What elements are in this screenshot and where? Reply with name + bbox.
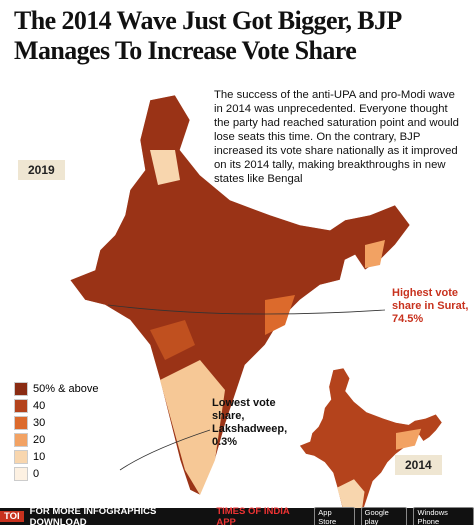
badge[interactable]: App Store: [314, 506, 355, 525]
legend: 50% & above 40 30 20 10 0: [14, 380, 98, 482]
intro-text: The success of the anti-UPA and pro-Modi…: [214, 89, 459, 185]
legend-label: 30: [33, 416, 46, 429]
map-label: 2014: [395, 455, 442, 475]
map-2014: [299, 367, 443, 525]
legend-label: 0: [33, 467, 40, 480]
annotation: Lowest vote share, Lakshadweep, 0.3%: [212, 397, 288, 448]
legend-label: 20: [33, 433, 46, 446]
legend-item: 20: [14, 431, 98, 448]
legend-item: 30: [14, 414, 98, 431]
map-2019: [69, 94, 411, 496]
region: [365, 240, 385, 268]
brand: TOI: [0, 511, 24, 522]
badge[interactable]: Windows Phone: [413, 506, 474, 525]
region: [150, 320, 195, 360]
legend-label: 40: [33, 399, 46, 412]
legend-swatch: [14, 381, 28, 396]
title-line: The 2014 Wave Just Got Bigger, BJP: [14, 6, 402, 35]
badge[interactable]: Google play: [360, 506, 408, 525]
legend-item: 40: [14, 397, 98, 414]
region: [160, 360, 225, 495]
legend-swatch: [14, 398, 28, 413]
footer: TOI FOR MORE INFOGRAPHICS DOWNLOAD TIMES…: [0, 505, 474, 525]
footer-text: FOR MORE INFOGRAPHICS DOWNLOAD: [29, 505, 157, 525]
legend-item: 0: [14, 465, 98, 482]
legend-label: 50% & above: [33, 382, 99, 395]
legend-swatch: [14, 432, 28, 447]
legend-item: 10: [14, 448, 98, 465]
footer-app: TIMES OF INDIA APP: [216, 505, 290, 525]
region: [150, 150, 180, 185]
pointer: [119, 429, 211, 471]
map-label: 2019: [18, 160, 65, 180]
title-line: Manages To Increase Vote Share: [14, 36, 357, 65]
annotation: Highest vote share in Surat, 74.5%: [392, 287, 469, 325]
legend-swatch: [14, 415, 28, 430]
legend-label: 10: [33, 450, 46, 463]
title: The 2014 Wave Just Got Bigger, BJP Manag…: [14, 6, 474, 66]
legend-swatch: [14, 466, 28, 481]
pointer: [107, 304, 386, 315]
legend-swatch: [14, 449, 28, 464]
region: [265, 295, 295, 335]
legend-item: 50% & above: [14, 380, 98, 397]
